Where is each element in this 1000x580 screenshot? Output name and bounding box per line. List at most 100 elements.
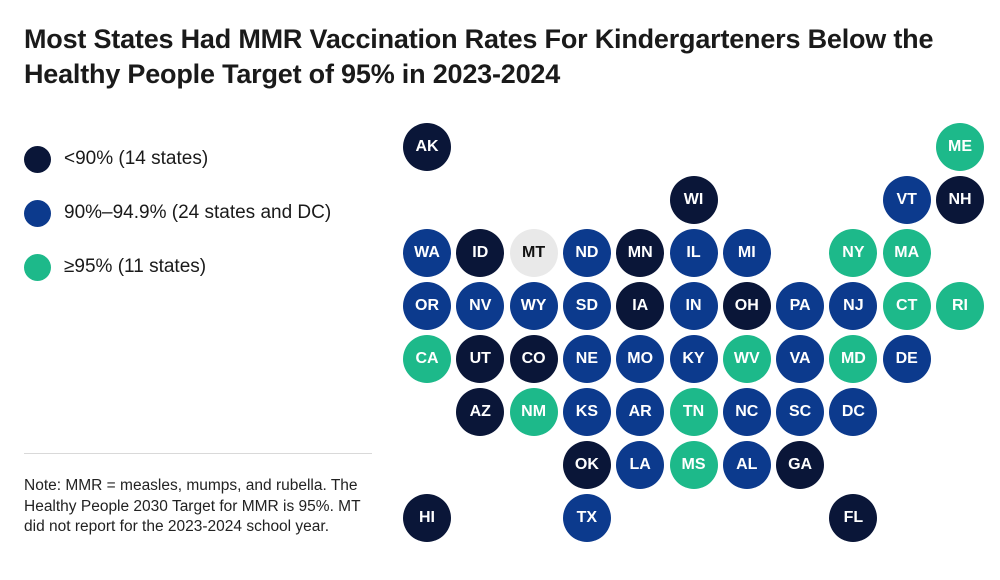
- state-label: TX: [576, 509, 598, 526]
- state-tile-al: AL: [722, 441, 771, 489]
- state-tile-ia: IA: [616, 282, 665, 330]
- state-label: FL: [843, 509, 864, 526]
- state-label: ME: [948, 138, 972, 155]
- state-label: AZ: [469, 403, 491, 420]
- state-tile-az: AZ: [456, 388, 505, 436]
- state-tile-va: VA: [776, 335, 825, 383]
- state-tile-ks: KS: [562, 388, 611, 436]
- state-label: OR: [415, 297, 439, 314]
- state-tile-in: IN: [669, 282, 718, 330]
- state-tile-pa: PA: [776, 282, 825, 330]
- state-tile-sd: SD: [562, 282, 611, 330]
- state-label: VA: [789, 350, 811, 367]
- legend-item-high: ≥95% (11 states): [24, 240, 331, 294]
- state-label: MA: [894, 244, 920, 261]
- state-label: AK: [415, 138, 439, 155]
- state-tile-nj: NJ: [829, 282, 878, 330]
- legend-label: <90% (14 states): [64, 148, 209, 169]
- state-tile-ma: MA: [882, 229, 931, 277]
- state-tile-mo: MO: [616, 335, 665, 383]
- state-label: CT: [896, 297, 918, 314]
- state-tile-vt: VT: [882, 176, 931, 224]
- state-tile-co: CO: [509, 335, 558, 383]
- state-tile-me: ME: [936, 123, 984, 171]
- state-label: UT: [469, 350, 491, 367]
- state-tile-sc: SC: [776, 388, 825, 436]
- state-label: KS: [575, 403, 598, 420]
- state-label: NJ: [843, 297, 864, 314]
- legend-label: ≥95% (11 states): [64, 256, 207, 277]
- state-tile-nm: NM: [509, 388, 558, 436]
- state-label: OK: [574, 456, 599, 473]
- footnote: Note: MMR = measles, mumps, and rubella.…: [24, 477, 361, 535]
- state-tile-fl: FL: [829, 494, 878, 542]
- state-label: NM: [521, 403, 547, 420]
- state-tile-ri: RI: [936, 282, 984, 330]
- state-label: MN: [627, 244, 653, 261]
- state-label: PA: [789, 297, 811, 314]
- legend-swatch-high: [24, 253, 51, 281]
- state-tile-il: IL: [669, 229, 718, 277]
- state-label: KY: [682, 350, 705, 367]
- state-label: TN: [682, 403, 705, 420]
- state-tile-ne: NE: [562, 335, 611, 383]
- state-label: AR: [628, 403, 652, 420]
- state-label: MT: [522, 244, 546, 261]
- state-tile-tx: TX: [562, 494, 611, 542]
- state-label: ND: [575, 244, 599, 261]
- state-label: DE: [895, 350, 918, 367]
- state-tile-mn: MN: [616, 229, 665, 277]
- state-tile-md: MD: [829, 335, 878, 383]
- state-label: WY: [520, 297, 547, 314]
- figure-title: Most States Had MMR Vaccination Rates Fo…: [24, 24, 934, 89]
- state-label: SC: [788, 403, 812, 420]
- state-tile-ut: UT: [456, 335, 505, 383]
- state-tile-tn: TN: [669, 388, 718, 436]
- state-tile-nv: NV: [456, 282, 505, 330]
- legend-item-mid: 90%–94.9% (24 states and DC): [24, 186, 331, 240]
- state-label: WV: [733, 350, 760, 367]
- state-label: MD: [840, 350, 866, 367]
- legend: <90% (14 states) 90%–94.9% (24 states an…: [24, 132, 331, 294]
- legend-swatch-mid: [24, 199, 51, 227]
- state-label: LA: [629, 456, 651, 473]
- state-tile-nd: ND: [562, 229, 611, 277]
- legend-swatch-low: [24, 145, 51, 173]
- state-label: NV: [469, 297, 492, 314]
- state-tile-ca: CA: [403, 335, 451, 383]
- state-tile-oh: OH: [722, 282, 771, 330]
- state-label: HI: [419, 509, 435, 526]
- state-tile-ar: AR: [616, 388, 665, 436]
- divider: [24, 453, 372, 454]
- state-label: VT: [896, 191, 917, 208]
- state-label: NY: [842, 244, 865, 261]
- state-label: CA: [415, 350, 439, 367]
- legend-label: 90%–94.9% (24 states and DC): [64, 202, 332, 223]
- state-tile-ga: GA: [776, 441, 825, 489]
- state-tile-nc: NC: [722, 388, 771, 436]
- state-label: WI: [683, 191, 704, 208]
- state-label: MS: [681, 456, 706, 473]
- state-tile-wv: WV: [722, 335, 771, 383]
- state-label: NC: [735, 403, 759, 420]
- state-label: OH: [734, 297, 759, 314]
- state-tile-ct: CT: [882, 282, 931, 330]
- state-tile-ok: OK: [562, 441, 611, 489]
- state-label: IL: [686, 244, 701, 261]
- state-label: NE: [575, 350, 598, 367]
- state-label: ID: [472, 244, 489, 261]
- state-tile-hi: HI: [403, 494, 451, 542]
- state-tile-wi: WI: [669, 176, 718, 224]
- state-tile-id: ID: [456, 229, 505, 277]
- state-tile-wa: WA: [403, 229, 451, 277]
- state-label: NH: [948, 191, 972, 208]
- state-label: GA: [788, 456, 813, 473]
- state-label: WA: [414, 244, 440, 261]
- state-tile-mt: MT: [509, 229, 558, 277]
- legend-item-low: <90% (14 states): [24, 132, 331, 186]
- state-label: MO: [627, 350, 654, 367]
- state-tile-dc: DC: [829, 388, 878, 436]
- state-tile-ny: NY: [829, 229, 878, 277]
